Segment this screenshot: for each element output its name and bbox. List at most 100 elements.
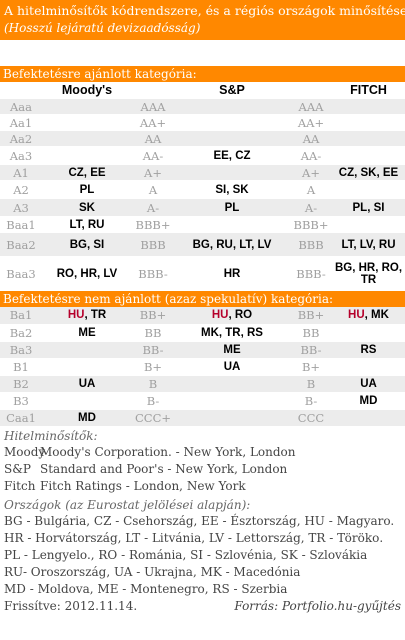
moodys-grade: Ba3 xyxy=(0,341,42,359)
rating-row: A1 CZ, EE A+ A+ CZ, SK, EE xyxy=(0,164,405,181)
moodys-countries xyxy=(42,146,132,165)
rating-row: A2 PL A SI, SK A xyxy=(0,180,405,199)
fitch-countries xyxy=(332,146,405,165)
sp-grade: B xyxy=(132,375,174,393)
highlighted-country: HU xyxy=(67,309,85,322)
source-note: Forrás: Portfolio.hu-gyűjtés xyxy=(234,598,401,613)
moodys-countries xyxy=(42,341,132,359)
sp-countries xyxy=(174,114,290,131)
moodys-grade: Baa3 xyxy=(0,256,42,291)
sp-grade: AAA xyxy=(132,98,174,115)
fitch-grade: AAA xyxy=(290,98,332,115)
rating-row: Aa2 AA AA xyxy=(0,130,405,147)
agency-name: Standard and Poor's - New York, London xyxy=(40,461,288,476)
country-codes: ME xyxy=(223,343,241,356)
moodys-grade: Aaa xyxy=(0,98,42,115)
page-title: A hitelminősítők kódrendszere, és a régi… xyxy=(4,3,405,18)
agency-line: S&P Standard and Poor's - New York, Londo… xyxy=(4,461,401,478)
country-legend-line: HR - Horvátország, LT - Litvánia, LV - L… xyxy=(4,530,384,545)
moodys-grade: Aa3 xyxy=(0,146,42,165)
fitch-grade: BB- xyxy=(290,341,332,359)
fitch-grade: B xyxy=(290,375,332,393)
fitch-countries: BG, HR, RO, TR xyxy=(332,256,405,291)
sp-grade: BBB xyxy=(132,232,174,257)
section-speculative-label: Befektetésre nem ajánlott (azaz spekulat… xyxy=(0,291,405,307)
fitch-countries: RS xyxy=(332,341,405,359)
moodys-countries: BG, SI xyxy=(42,232,132,257)
rating-row: Ba2 ME BB MK, TR, RS BB xyxy=(0,324,405,342)
rating-row: B1 B+ UA B+ xyxy=(0,358,405,376)
country-legend-line: RU- Oroszország, UA - Ukrajna, MK - Mace… xyxy=(4,564,301,579)
fitch-grade: AA- xyxy=(290,146,332,165)
fitch-countries: UA xyxy=(332,375,405,393)
fitch-grade: A- xyxy=(290,198,332,217)
sp-grade: A xyxy=(132,180,174,199)
moodys-grade: Caa1 xyxy=(0,409,42,427)
sp-countries: SI, SK xyxy=(174,180,290,199)
sp-grade: A- xyxy=(132,198,174,217)
moodys-countries: ME xyxy=(42,324,132,342)
fitch-countries xyxy=(332,130,405,147)
header-moodys: Moody's xyxy=(42,82,132,99)
fitch-countries: CZ, SK, EE xyxy=(332,164,405,181)
moodys-countries: LT, RU xyxy=(42,216,132,233)
fitch-grade: BBB+ xyxy=(290,216,332,233)
sp-countries: EE, CZ xyxy=(174,146,290,165)
highlighted-country: HU xyxy=(348,309,365,322)
agency-line: MoodyMoody's Corporation. - New York, Lo… xyxy=(4,444,401,461)
country-codes: UA xyxy=(78,377,96,390)
page-subtitle: (Hosszú lejáratú devizaadósság) xyxy=(4,21,201,35)
fitch-grade: B+ xyxy=(290,358,332,376)
fitch-grade: A xyxy=(290,180,332,199)
country-codes: ME xyxy=(78,326,96,339)
sp-countries xyxy=(174,98,290,115)
moodys-countries xyxy=(42,130,132,147)
agency-name: Fitch Ratings - London, New York xyxy=(40,478,246,493)
fitch-countries: PL, SI xyxy=(332,198,405,217)
fitch-grade: A+ xyxy=(290,164,332,181)
fitch-grade: CCC xyxy=(290,409,332,427)
footer: Frissítve: 2012.11.14. Forrás: Portfolio… xyxy=(4,598,401,614)
moodys-grade: Aa2 xyxy=(0,130,42,147)
moodys-grade: B3 xyxy=(0,392,42,410)
section-investment-label: Befektetésre ajánlott kategória: xyxy=(0,66,405,82)
moodys-countries: CZ, EE xyxy=(42,164,132,181)
fitch-countries: MD xyxy=(332,392,405,410)
fitch-countries xyxy=(332,216,405,233)
fitch-countries xyxy=(332,358,405,376)
ratings-table-speculative: Ba1 HU, TR BB+ HU, RO BB+ HU, MK Ba2 ME BB MK, TR… xyxy=(0,307,405,427)
updated-date: Frissítve: 2012.11.14. xyxy=(4,598,138,613)
country-codes: MD xyxy=(359,394,378,407)
sp-grade: AA- xyxy=(132,146,174,165)
sp-grade: CCC+ xyxy=(132,409,174,427)
moodys-countries: HU, TR xyxy=(42,307,132,325)
country-codes: , TR xyxy=(84,309,107,322)
rating-row: B2 UA B B UA xyxy=(0,375,405,393)
title-banner: A hitelminősítők kódrendszere, és a régi… xyxy=(0,0,405,40)
fitch-countries xyxy=(332,409,405,427)
rating-row: Baa1 LT, RU BBB+ BBB+ xyxy=(0,216,405,233)
country-legend-line: PL - Lengyelo., RO - Románia, SI - Szlov… xyxy=(4,547,368,562)
fitch-grade: BB xyxy=(290,324,332,342)
sp-countries xyxy=(174,375,290,393)
sp-countries xyxy=(174,409,290,427)
agency-line: Fitch Fitch Ratings - London, New York xyxy=(4,478,401,495)
moodys-grade: Ba2 xyxy=(0,324,42,342)
fitch-grade: BBB- xyxy=(290,256,332,291)
moodys-countries: RO, HR, LV xyxy=(42,256,132,291)
sp-countries: HR xyxy=(174,256,290,291)
fitch-countries xyxy=(332,114,405,131)
moodys-countries: SK xyxy=(42,198,132,217)
rating-row: Aaa AAA AAA xyxy=(0,98,405,115)
moodys-grade: Aa1 xyxy=(0,114,42,131)
moodys-countries: MD xyxy=(42,409,132,427)
sp-countries xyxy=(174,164,290,181)
sp-grade: BBB- xyxy=(132,256,174,291)
moodys-grade: B2 xyxy=(0,375,42,393)
fitch-countries xyxy=(332,98,405,115)
fitch-grade: AA xyxy=(290,130,332,147)
sp-countries: PL xyxy=(174,198,290,217)
rating-row: Ba3 BB- ME BB- RS xyxy=(0,341,405,359)
sp-countries: ME xyxy=(174,341,290,359)
country-codes: UA xyxy=(223,360,241,373)
